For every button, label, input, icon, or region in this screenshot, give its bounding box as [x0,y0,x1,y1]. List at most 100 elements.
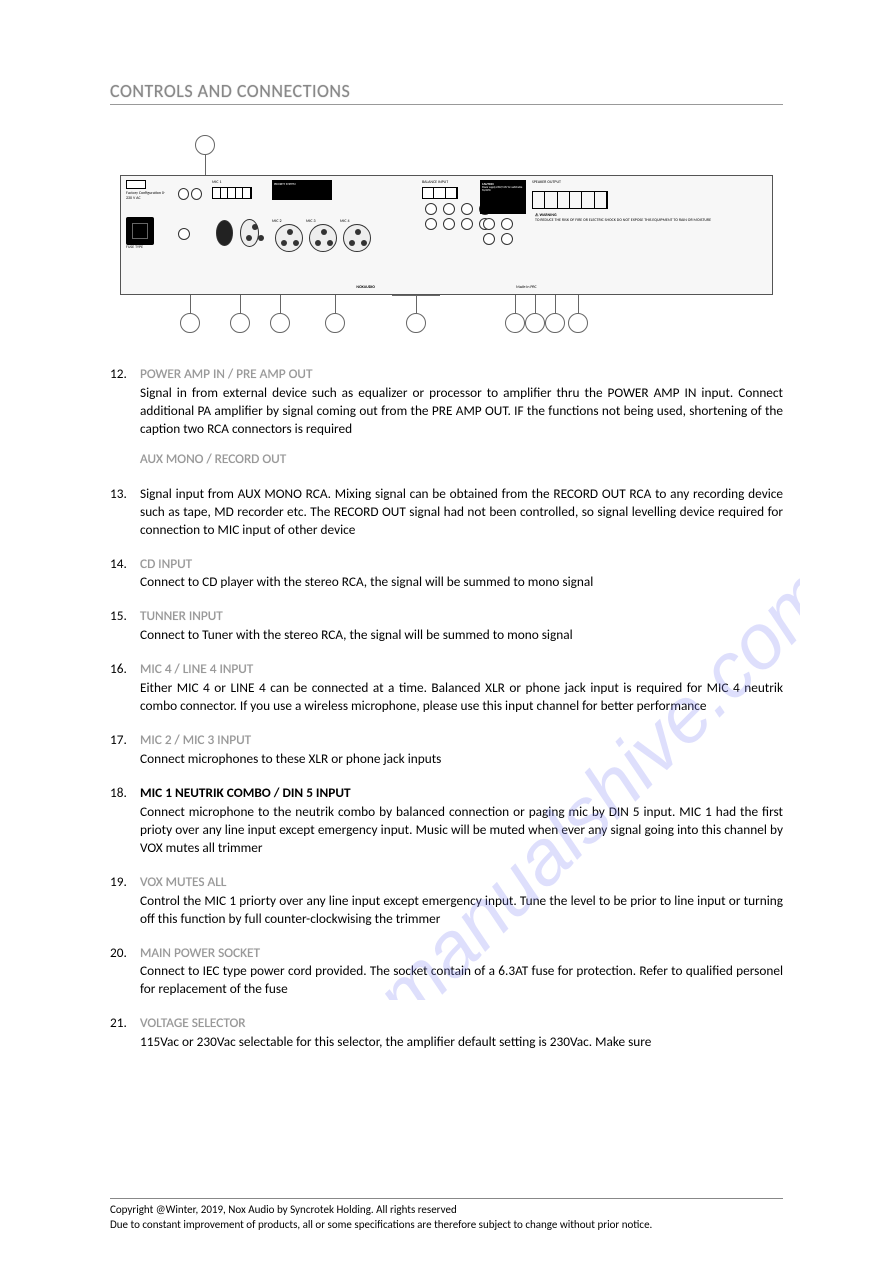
item-body: MIC 1 NEUTRIK COMBO / DIN 5 INPUTConnect… [140,784,783,857]
iec-socket [126,217,154,245]
item-row: 14.CD INPUTConnect to CD player with the… [110,555,783,592]
callout-circle [525,313,545,333]
item-number: 20. [110,944,140,999]
item-row: 19.VOX MUTES ALLControl the MIC 1 priort… [110,873,783,928]
callout-lead [555,295,556,313]
item-number: 17. [110,731,140,768]
callout-lead [280,295,281,313]
item-body: MIC 2 / MIC 3 INPUTConnect microphones t… [140,731,783,768]
item-number: 16. [110,660,140,715]
callout-lead [205,155,206,175]
voltage-label: Factory Configuration 0-230 V AC [126,191,168,201]
item-heading: MIC 1 NEUTRIK COMBO / DIN 5 INPUT [140,784,783,802]
item-row: 15.TUNNER INPUTConnect to Tuner with the… [110,607,783,644]
item-text: 115Vac or 230Vac selectable for this sel… [140,1033,783,1051]
callout-lead [392,295,416,296]
item-body: VOX MUTES ALLControl the MIC 1 priorty o… [140,873,783,928]
item-text: Connect to Tuner with the stereo RCA, th… [140,626,783,644]
item-body: MAIN POWER SOCKETConnect to IEC type pow… [140,944,783,999]
page-title: CONTROLS AND CONNECTIONS [110,80,783,105]
callout-circle [230,313,250,333]
callout-lead [416,295,417,313]
item-number: 15. [110,607,140,644]
item-number: 12. [110,365,140,469]
mic1-xlr [240,219,259,247]
priority-label: PRIORITY SYSTEM [272,180,332,200]
callout-circle [270,313,290,333]
item-row: 17.MIC 2 / MIC 3 INPUTConnect microphone… [110,731,783,768]
rear-panel: Factory Configuration 0-230 V AC FUSE TY… [120,175,773,295]
rear-panel-diagram: Factory Configuration 0-230 V AC FUSE TY… [120,135,773,335]
item-heading: MAIN POWER SOCKET [140,944,783,962]
item-body: CD INPUTConnect to CD player with the st… [140,555,783,592]
item-row: 18.MIC 1 NEUTRIK COMBO / DIN 5 INPUTConn… [110,784,783,857]
din5-jack [216,220,233,246]
item-body: TUNNER INPUTConnect to Tuner with the st… [140,607,783,644]
rca-jack [191,188,202,200]
item-heading: VOX MUTES ALL [140,873,783,891]
item-body: MIC 4 / LINE 4 INPUTEither MIC 4 or LINE… [140,660,783,715]
voltage-switch [126,180,146,189]
mic4-xlr [343,224,371,252]
callout-circle [195,135,215,155]
warning-box: ⚠ WARNING TO REDUCE THE RISK OF FIRE OR … [532,209,767,290]
item-body: POWER AMP IN / PRE AMP OUTSignal in from… [140,365,783,469]
item-row: 16.MIC 4 / LINE 4 INPUTEither MIC 4 or L… [110,660,783,715]
callout-circle [505,313,525,333]
item-row: 21.VOLTAGE SELECTOR115Vac or 230Vac sele… [110,1014,783,1051]
callout-lead [190,295,191,313]
callout-circle [180,313,200,333]
item-text: Connect to CD player with the stereo RCA… [140,573,783,591]
item-text: Connect microphones to these XLR or phon… [140,750,783,768]
fuse-label: FUSE TYPE [126,245,168,250]
item-heading: POWER AMP IN / PRE AMP OUT [140,365,783,383]
item-number: 13. [110,485,140,539]
callout-lead [416,295,440,296]
item-heading: VOLTAGE SELECTOR [140,1014,783,1032]
callout-lead [240,295,241,313]
rca-jack [178,188,189,200]
mic1-terminal [212,187,252,199]
item-heading: CD INPUT [140,555,783,573]
mic1-term-label: MIC 1 [212,180,262,185]
callout-lead [578,295,579,313]
item-heading: TUNNER INPUT [140,607,783,625]
page-footer: Copyright @Winter, 2019, Nox Audio by Sy… [110,1198,783,1231]
callout-circle [406,313,426,333]
callout-circle [545,313,565,333]
item-number: 14. [110,555,140,592]
item-text: Signal input from AUX MONO RCA. Mixing s… [140,485,783,539]
callout-lead [515,295,516,313]
item-number: 18. [110,784,140,857]
item-row: 20.MAIN POWER SOCKETConnect to IEC type … [110,944,783,999]
callout-lead [335,295,336,313]
item-text: Connect to IEC type power cord provided.… [140,962,783,998]
rca-inputs [425,203,467,230]
trimmer [178,228,190,240]
callout-circle [568,313,588,333]
callout-lead [535,295,536,313]
item-number: 19. [110,873,140,928]
item-text: Signal in from external device such as e… [140,384,783,438]
mic2-xlr [275,224,303,252]
speaker-out-label: SPEAKER OUTPUT [532,180,767,185]
speaker-terminal [532,191,608,209]
item-row: 13.Signal input from AUX MONO RCA. Mixin… [110,485,783,539]
item-heading: MIC 2 / MIC 3 INPUT [140,731,783,749]
balance-label: BALANCE INPUT [422,180,470,185]
item-subheading: AUX MONO / RECORD OUT [140,450,783,468]
item-row: 12.POWER AMP IN / PRE AMP OUTSignal in f… [110,365,783,469]
item-number: 21. [110,1014,140,1051]
callout-circle [325,313,345,333]
balance-terminal [422,187,458,199]
item-text: Control the MIC 1 priorty over any line … [140,892,783,928]
item-text: Either MIC 4 or LINE 4 can be connected … [140,679,783,715]
disclaimer-line: Due to constant improvement of products,… [110,1218,783,1231]
rca-inputs-2 [483,218,519,245]
item-body: Signal input from AUX MONO RCA. Mixing s… [140,485,783,539]
caution-box: CAUTIONPower supply 230V/115V AC switcha… [480,180,526,214]
item-body: VOLTAGE SELECTOR115Vac or 230Vac selecta… [140,1014,783,1051]
copyright-line: Copyright @Winter, 2019, Nox Audio by Sy… [110,1203,783,1216]
item-heading: MIC 4 / LINE 4 INPUT [140,660,783,678]
mic3-xlr [309,224,337,252]
